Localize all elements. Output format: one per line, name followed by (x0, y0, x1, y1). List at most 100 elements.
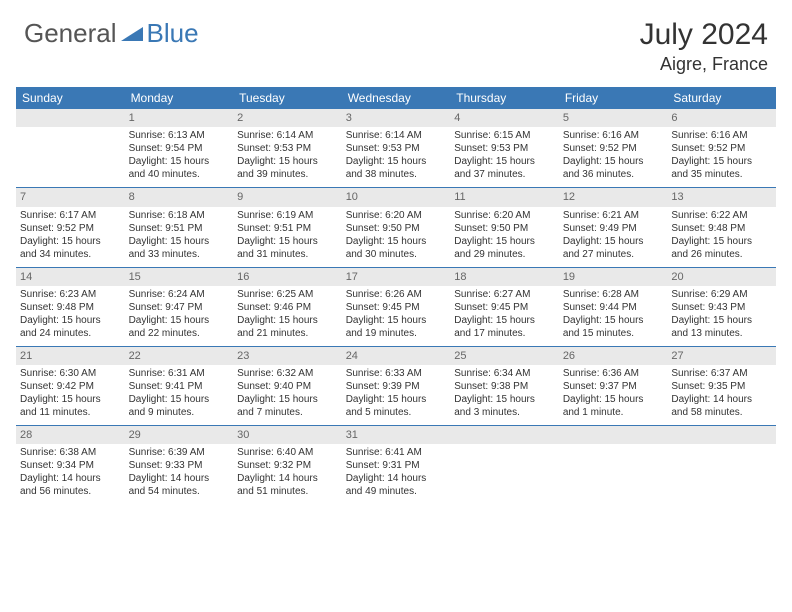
sunrise-text: Sunrise: 6:14 AM (237, 129, 338, 142)
daylight-text: Daylight: 15 hours (346, 393, 447, 406)
weekday-header: Thursday (450, 87, 559, 109)
sunrise-text: Sunrise: 6:14 AM (346, 129, 447, 142)
day-info-cell: Sunrise: 6:36 AMSunset: 9:37 PMDaylight:… (559, 365, 668, 426)
day-number-cell: 21 (16, 346, 125, 365)
weekday-header: Wednesday (342, 87, 451, 109)
day-number-cell (559, 426, 668, 445)
day-number-cell: 9 (233, 188, 342, 207)
daylight-text: and 35 minutes. (671, 168, 772, 181)
day-info-cell: Sunrise: 6:19 AMSunset: 9:51 PMDaylight:… (233, 207, 342, 268)
day-info-cell: Sunrise: 6:20 AMSunset: 9:50 PMDaylight:… (342, 207, 451, 268)
logo-text-general: General (24, 18, 117, 49)
calendar-table: Sunday Monday Tuesday Wednesday Thursday… (16, 87, 776, 504)
daylight-text: and 54 minutes. (129, 485, 230, 498)
daylight-text: Daylight: 14 hours (671, 393, 772, 406)
day-number-cell: 25 (450, 346, 559, 365)
day-number-cell: 31 (342, 426, 451, 445)
daylight-text: and 1 minute. (563, 406, 664, 419)
day-number-cell: 19 (559, 267, 668, 286)
daylight-text: Daylight: 14 hours (237, 472, 338, 485)
day-info-cell: Sunrise: 6:25 AMSunset: 9:46 PMDaylight:… (233, 286, 342, 347)
daylight-text: Daylight: 15 hours (129, 235, 230, 248)
day-info-row: Sunrise: 6:17 AMSunset: 9:52 PMDaylight:… (16, 207, 776, 268)
sunset-text: Sunset: 9:37 PM (563, 380, 664, 393)
sunset-text: Sunset: 9:53 PM (346, 142, 447, 155)
daylight-text: and 26 minutes. (671, 248, 772, 261)
day-number-cell: 7 (16, 188, 125, 207)
daylight-text: Daylight: 15 hours (237, 155, 338, 168)
day-number-cell: 8 (125, 188, 234, 207)
weekday-header: Friday (559, 87, 668, 109)
day-info-row: Sunrise: 6:13 AMSunset: 9:54 PMDaylight:… (16, 127, 776, 188)
day-info-cell: Sunrise: 6:37 AMSunset: 9:35 PMDaylight:… (667, 365, 776, 426)
weekday-header: Monday (125, 87, 234, 109)
sunrise-text: Sunrise: 6:36 AM (563, 367, 664, 380)
day-info-cell (16, 127, 125, 188)
day-number-cell: 15 (125, 267, 234, 286)
daylight-text: Daylight: 15 hours (129, 155, 230, 168)
day-info-cell: Sunrise: 6:14 AMSunset: 9:53 PMDaylight:… (342, 127, 451, 188)
day-info-cell: Sunrise: 6:38 AMSunset: 9:34 PMDaylight:… (16, 444, 125, 504)
daynum-row: 123456 (16, 109, 776, 127)
day-info-cell: Sunrise: 6:21 AMSunset: 9:49 PMDaylight:… (559, 207, 668, 268)
daylight-text: Daylight: 15 hours (671, 155, 772, 168)
day-number-cell: 27 (667, 346, 776, 365)
daylight-text: and 15 minutes. (563, 327, 664, 340)
weekday-header: Saturday (667, 87, 776, 109)
daylight-text: Daylight: 15 hours (20, 393, 121, 406)
daynum-row: 21222324252627 (16, 346, 776, 365)
header: General Blue July 2024 Aigre, France (0, 0, 792, 83)
sunset-text: Sunset: 9:48 PM (20, 301, 121, 314)
sunset-text: Sunset: 9:52 PM (20, 222, 121, 235)
daylight-text: Daylight: 15 hours (454, 393, 555, 406)
daylight-text: Daylight: 15 hours (454, 235, 555, 248)
sunrise-text: Sunrise: 6:23 AM (20, 288, 121, 301)
day-number-cell (667, 426, 776, 445)
sunrise-text: Sunrise: 6:30 AM (20, 367, 121, 380)
daylight-text: Daylight: 15 hours (563, 155, 664, 168)
sunset-text: Sunset: 9:46 PM (237, 301, 338, 314)
day-info-cell (559, 444, 668, 504)
daynum-row: 78910111213 (16, 188, 776, 207)
daylight-text: and 11 minutes. (20, 406, 121, 419)
daynum-row: 28293031 (16, 426, 776, 445)
sunrise-text: Sunrise: 6:19 AM (237, 209, 338, 222)
sunset-text: Sunset: 9:42 PM (20, 380, 121, 393)
day-info-cell: Sunrise: 6:30 AMSunset: 9:42 PMDaylight:… (16, 365, 125, 426)
daylight-text: and 27 minutes. (563, 248, 664, 261)
day-info-cell: Sunrise: 6:41 AMSunset: 9:31 PMDaylight:… (342, 444, 451, 504)
weekday-header-row: Sunday Monday Tuesday Wednesday Thursday… (16, 87, 776, 109)
day-number-cell: 13 (667, 188, 776, 207)
day-number-cell: 23 (233, 346, 342, 365)
daylight-text: Daylight: 15 hours (454, 155, 555, 168)
day-number-cell: 26 (559, 346, 668, 365)
day-info-row: Sunrise: 6:30 AMSunset: 9:42 PMDaylight:… (16, 365, 776, 426)
day-number-cell: 20 (667, 267, 776, 286)
sunrise-text: Sunrise: 6:27 AM (454, 288, 555, 301)
sunrise-text: Sunrise: 6:24 AM (129, 288, 230, 301)
daylight-text: Daylight: 14 hours (346, 472, 447, 485)
daylight-text: and 22 minutes. (129, 327, 230, 340)
sunrise-text: Sunrise: 6:37 AM (671, 367, 772, 380)
sunrise-text: Sunrise: 6:38 AM (20, 446, 121, 459)
daylight-text: and 51 minutes. (237, 485, 338, 498)
sunrise-text: Sunrise: 6:20 AM (346, 209, 447, 222)
daylight-text: and 34 minutes. (20, 248, 121, 261)
weekday-header: Sunday (16, 87, 125, 109)
daylight-text: Daylight: 15 hours (346, 235, 447, 248)
day-number-cell: 16 (233, 267, 342, 286)
daylight-text: and 19 minutes. (346, 327, 447, 340)
daylight-text: and 37 minutes. (454, 168, 555, 181)
daylight-text: Daylight: 15 hours (20, 235, 121, 248)
sunrise-text: Sunrise: 6:22 AM (671, 209, 772, 222)
sunset-text: Sunset: 9:51 PM (237, 222, 338, 235)
day-number-cell: 24 (342, 346, 451, 365)
day-info-cell: Sunrise: 6:17 AMSunset: 9:52 PMDaylight:… (16, 207, 125, 268)
location: Aigre, France (640, 54, 768, 75)
sunrise-text: Sunrise: 6:25 AM (237, 288, 338, 301)
day-info-cell: Sunrise: 6:27 AMSunset: 9:45 PMDaylight:… (450, 286, 559, 347)
day-info-cell: Sunrise: 6:34 AMSunset: 9:38 PMDaylight:… (450, 365, 559, 426)
sunrise-text: Sunrise: 6:40 AM (237, 446, 338, 459)
day-info-cell: Sunrise: 6:14 AMSunset: 9:53 PMDaylight:… (233, 127, 342, 188)
daylight-text: and 29 minutes. (454, 248, 555, 261)
